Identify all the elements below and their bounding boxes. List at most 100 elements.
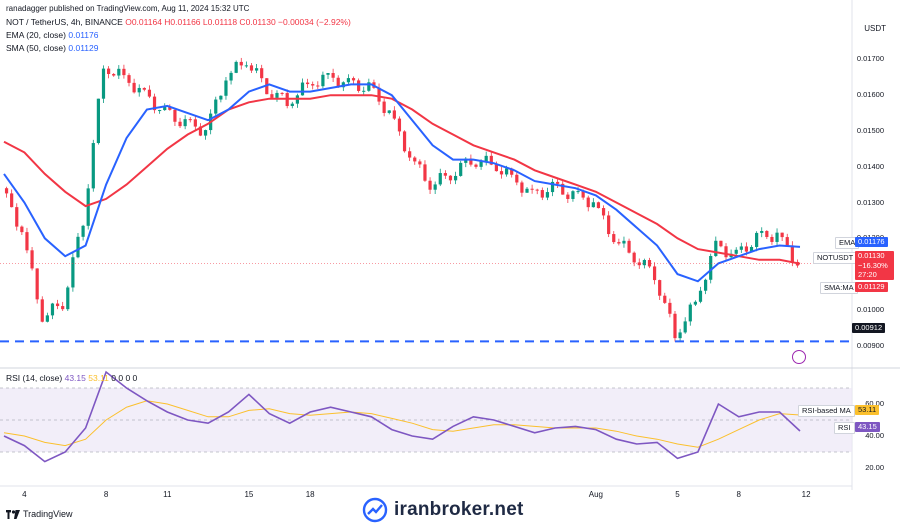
candle [683,317,687,334]
candle-body [418,161,422,165]
candle-body [397,118,402,132]
candle-body [81,225,85,237]
rsi-ma-legend-value: 53.11 [88,373,109,383]
candle-body [530,188,534,190]
candle-body [275,92,279,98]
candle-body [249,65,254,71]
candle-body [693,301,697,305]
candle-body [704,279,708,291]
candle [71,253,75,292]
candle [678,328,682,342]
candle [525,187,529,193]
watermark: iranbroker.net [362,497,524,523]
price-tick: 0.01600 [856,90,884,100]
candle-body [326,73,330,75]
candle-body [45,315,49,322]
candle-body [25,232,29,251]
candle [66,285,70,311]
candle [219,95,223,103]
candle [158,109,162,114]
time-tick: 15 [244,490,254,499]
candle-body [448,175,453,181]
candle-body [234,61,238,73]
candle [357,78,361,93]
candle [254,63,259,74]
candle-body [107,68,111,75]
candle-body [66,287,70,310]
candle [607,211,611,238]
candle [20,225,24,235]
candle [270,89,274,98]
candle [101,65,106,103]
support-value-tag: 0.00912 [852,323,886,333]
candle [591,198,595,208]
sma-legend[interactable]: SMA (50, close) 0.01129 [6,43,98,54]
candle-body [525,188,529,193]
candle-body [300,82,305,96]
candle-body [15,207,19,227]
candle-body [652,266,657,281]
candle [755,231,759,252]
candle-body [714,240,718,257]
tradingview-logo[interactable]: TradingView [6,509,73,519]
candle [45,312,49,323]
candle [198,123,203,137]
candle-body [668,302,672,314]
candle [693,300,697,307]
candle-body [658,280,662,296]
rsi-line [3,370,801,463]
candle [321,71,325,89]
candle [290,101,294,109]
candle-body [459,162,463,176]
time-tick: 12 [801,490,811,499]
symbol-legend: NOT / TetherUS, 4h, BINANCE O0.01164 H0.… [6,17,351,28]
candle-body [224,80,228,96]
last-price: 0.01130 [858,251,885,260]
candle-body [607,215,611,235]
candle-body [724,246,728,258]
ema-legend[interactable]: EMA (20, close) 0.01176 [6,30,98,41]
rsi-tick: 40.00 [865,431,884,440]
candle [612,231,616,245]
indicator-lines [3,83,801,283]
candle-body [678,332,682,339]
candle-body [346,78,351,83]
candle-body [173,109,177,122]
time-tick: 4 [22,490,27,499]
last-change: −16.30% [858,260,888,270]
rsi-ma-tag-value: 53.11 [855,405,880,415]
alert-clock-icon[interactable] [792,350,806,364]
candle-body [351,78,356,81]
publisher-line: ranadagger published on TradingView.com,… [6,4,250,13]
candle-body [775,232,779,242]
candle-body [127,75,131,83]
candle-body [535,189,539,191]
candle [530,184,534,194]
candle [413,156,417,165]
candle [453,171,458,185]
candle [515,170,519,186]
candle [474,163,478,169]
candle-body [479,161,483,167]
candle-body [214,99,218,114]
candle [499,166,504,179]
candle-body [4,188,9,194]
candle [15,203,19,231]
candle-body [499,171,504,175]
candle [249,63,254,74]
candle [229,70,233,85]
candle-body [428,180,432,190]
rsi-legend[interactable]: RSI (14, close) 43.15 53.11 0 0 0 0 [6,373,137,384]
candle-body [438,173,442,185]
candle-body [453,175,458,181]
candle-body [203,130,208,136]
candle-body [311,84,315,86]
candle [459,160,463,177]
tradingview-brand: TradingView [23,509,73,519]
candle [402,130,407,153]
candle [387,110,391,115]
candle-body [413,157,417,162]
candle [392,106,396,121]
candle [658,279,662,300]
